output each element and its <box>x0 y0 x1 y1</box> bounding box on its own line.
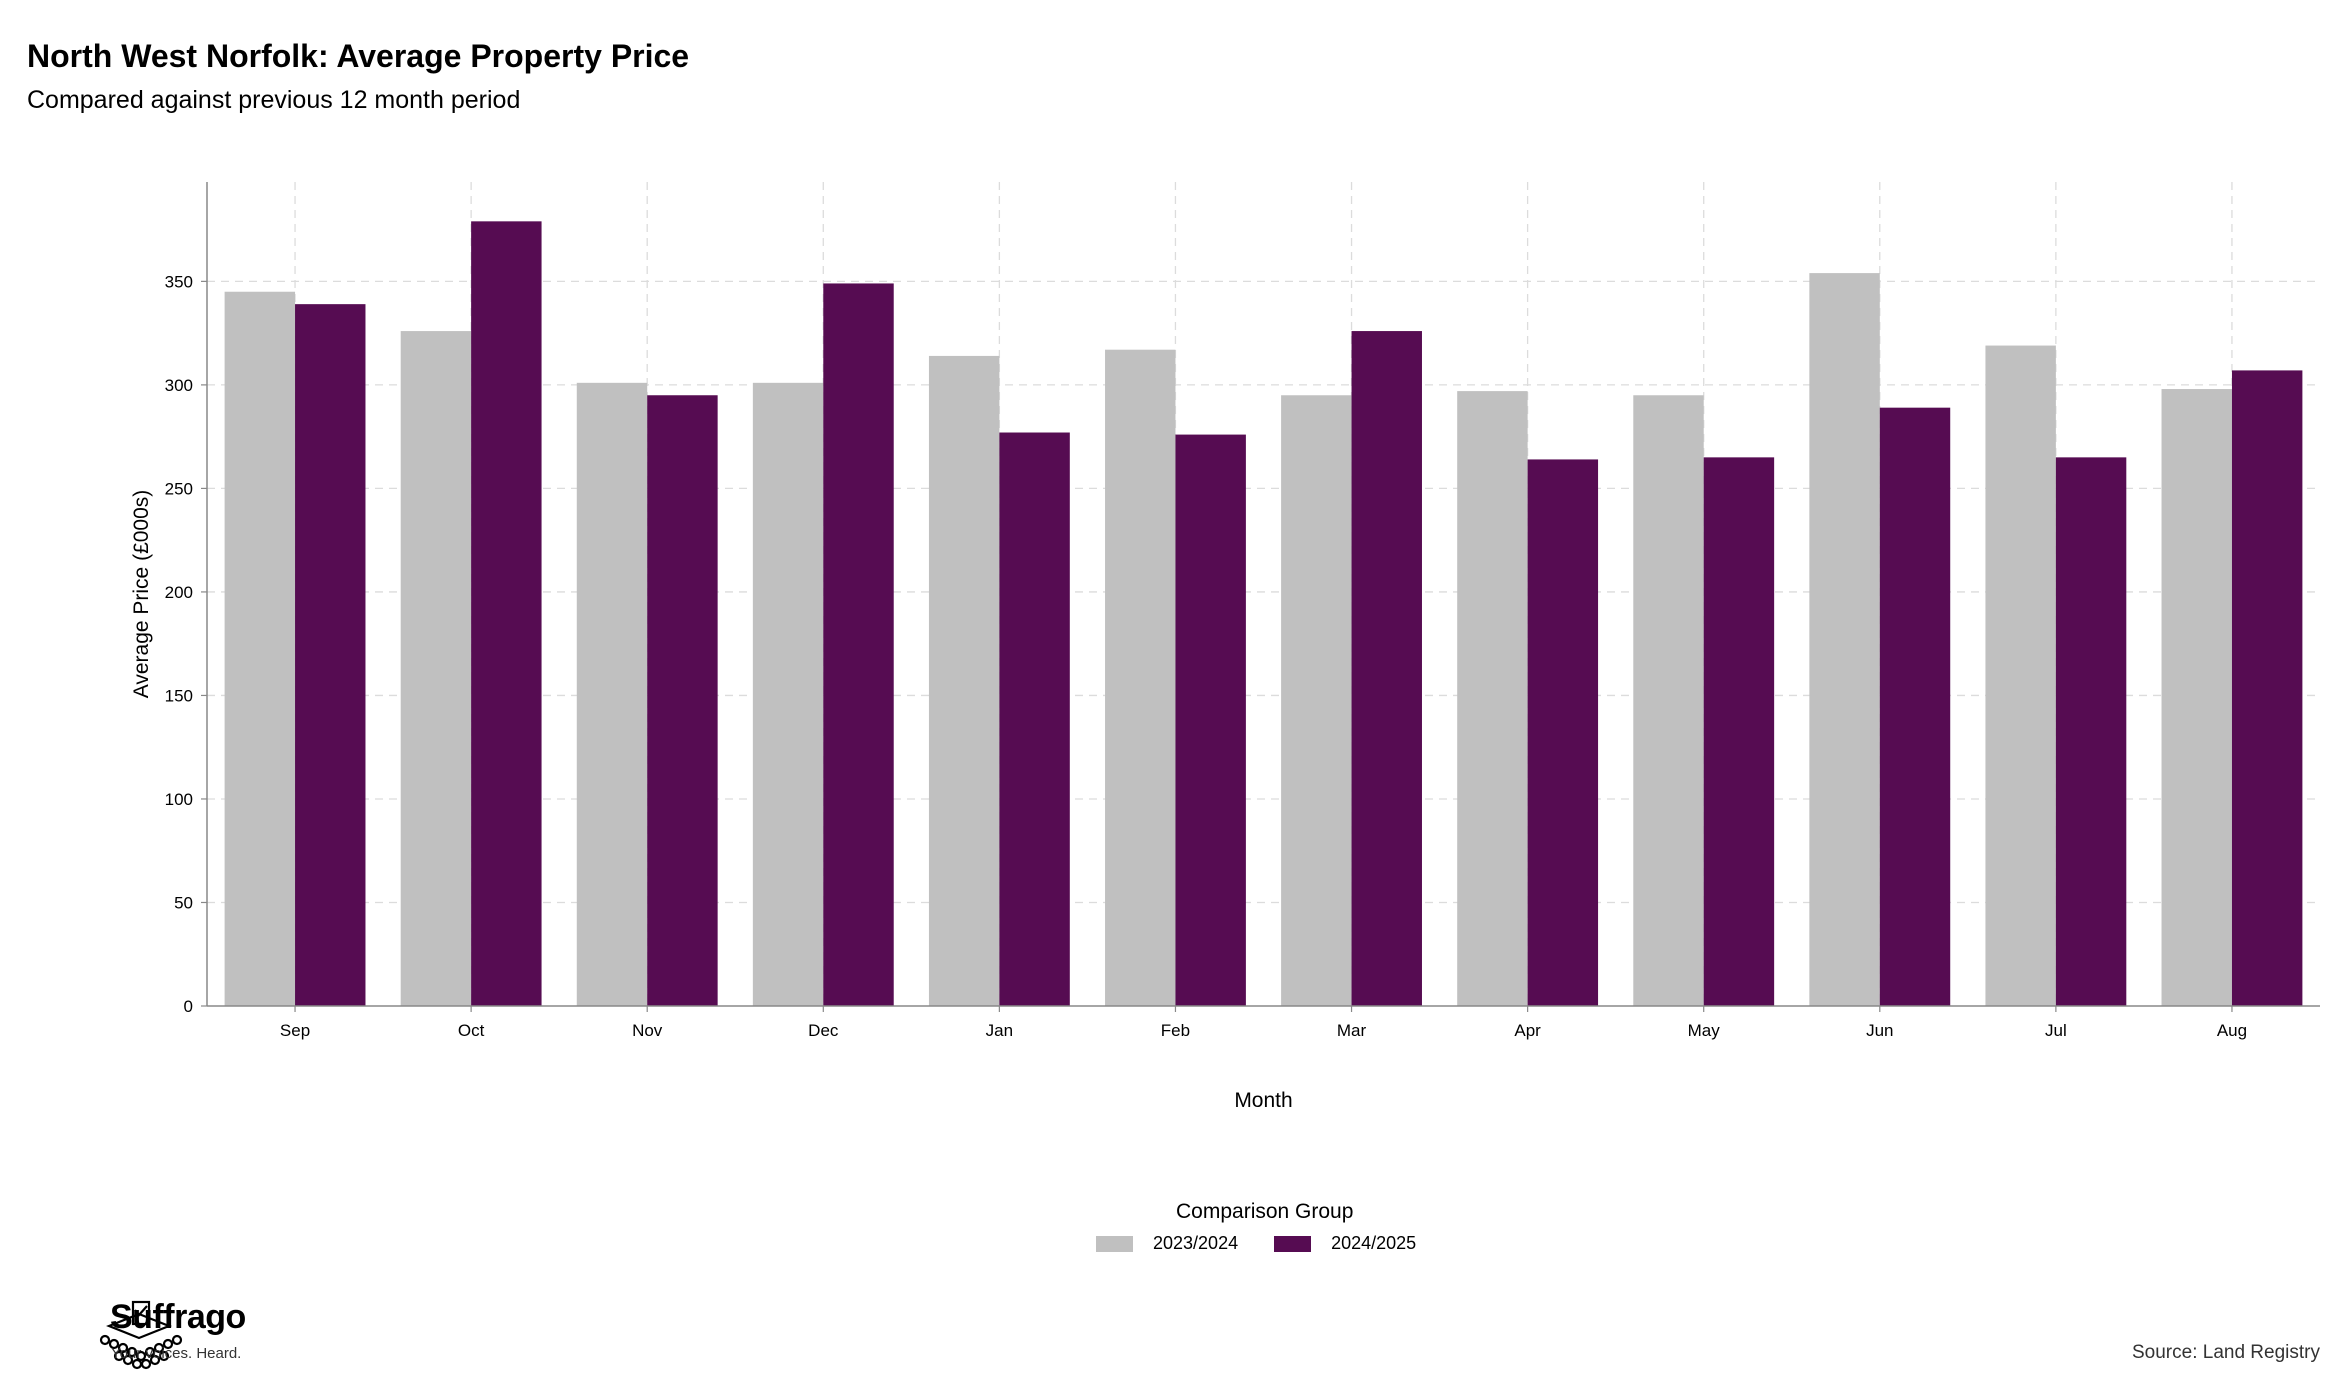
x-tick-label: May <box>1688 1021 1721 1040</box>
x-tick-label: Aug <box>2217 1021 2247 1040</box>
brand-tagline: Your voices. Heard. <box>111 1345 242 1362</box>
y-tick-label: 50 <box>174 893 193 912</box>
legend-item-2024-2025: 2024/2025 <box>1274 1233 1416 1254</box>
y-tick-label: 300 <box>165 376 193 395</box>
bar-2024-2025-may <box>1703 457 1775 1006</box>
chart-title: North West Norfolk: Average Property Pri… <box>27 38 690 74</box>
brand-name: Suffrago <box>110 1298 246 1336</box>
y-tick-label: 200 <box>165 583 193 602</box>
bar-2024-2025-jan <box>999 432 1070 1006</box>
bar-2024-2025-jun <box>1879 407 1951 1006</box>
bar-2023-2024-nov <box>576 382 648 1007</box>
bar-2023-2024-jan <box>928 355 1000 1006</box>
legend-swatch <box>1274 1235 1312 1252</box>
x-tick-label: Nov <box>632 1021 663 1040</box>
x-tick-labels: Sep Oct Nov Dec Jan Feb Mar Apr May Jun Jul Aug <box>280 1006 2247 1040</box>
bar-2023-2024-jun <box>1809 273 1880 1007</box>
y-tick-labels: 0 50 100 150 200 250 300 350 <box>165 272 207 1016</box>
axes <box>206 182 2320 1007</box>
bar-2023-2024-may <box>1633 395 1704 1007</box>
bar-2023-2024-aug <box>2161 389 2232 1007</box>
legend-label: 2023/2024 <box>1153 1233 1239 1253</box>
legend-item-2023-2024: 2023/2024 <box>1096 1233 1238 1254</box>
y-tick-label: 250 <box>165 479 193 498</box>
bar-2024-2025-feb <box>1175 434 1246 1007</box>
bar-2024-2025-nov <box>647 395 718 1007</box>
bar-2024-2025-dec <box>823 283 894 1006</box>
x-tick-label: Jul <box>2045 1021 2067 1040</box>
y-tick-label: 350 <box>165 272 193 291</box>
x-tick-label: Jan <box>986 1021 1013 1040</box>
bar-2023-2024-sep <box>224 291 296 1006</box>
x-tick-label: Oct <box>458 1021 485 1040</box>
x-tick-label: Sep <box>280 1021 310 1040</box>
bars <box>224 221 2303 1007</box>
bar-2023-2024-apr <box>1457 391 1528 1006</box>
bar-2023-2024-dec <box>752 382 824 1007</box>
legend-title: Comparison Group <box>1176 1200 1354 1223</box>
x-tick-label: Feb <box>1161 1021 1190 1040</box>
y-tick-label: 100 <box>165 790 193 809</box>
x-axis-title: Month <box>1234 1089 1292 1112</box>
legend: 2023/2024 2024/2025 <box>1096 1233 1416 1254</box>
x-tick-label: Mar <box>1337 1021 1367 1040</box>
y-tick-label: 0 <box>184 997 193 1016</box>
chart-subtitle: Compared against previous 12 month perio… <box>27 86 521 114</box>
bar-2024-2025-sep <box>295 304 366 1006</box>
bar-2023-2024-jul <box>1985 345 2056 1006</box>
bar-2023-2024-feb <box>1105 349 1176 1006</box>
bar-2024-2025-aug <box>2231 370 2303 1007</box>
bar-2024-2025-apr <box>1527 459 1599 1006</box>
x-tick-label: Apr <box>1514 1021 1541 1040</box>
bar-2023-2024-mar <box>1281 395 1352 1007</box>
bar-2023-2024-oct <box>400 331 472 1007</box>
bar-2024-2025-mar <box>1351 331 1422 1007</box>
source-note: Source: Land Registry <box>2132 1342 2320 1363</box>
legend-swatch <box>1096 1235 1133 1252</box>
legend-label: 2024/2025 <box>1331 1233 1417 1253</box>
y-axis-title: Average Price (£000s) <box>130 490 153 699</box>
bar-2024-2025-jul <box>2055 457 2127 1006</box>
y-tick-label: 150 <box>165 686 193 705</box>
ballot-box-icon <box>99 1300 183 1370</box>
x-tick-label: Dec <box>808 1021 839 1040</box>
x-tick-label: Jun <box>1866 1021 1893 1040</box>
bar-2024-2025-oct <box>471 221 542 1007</box>
